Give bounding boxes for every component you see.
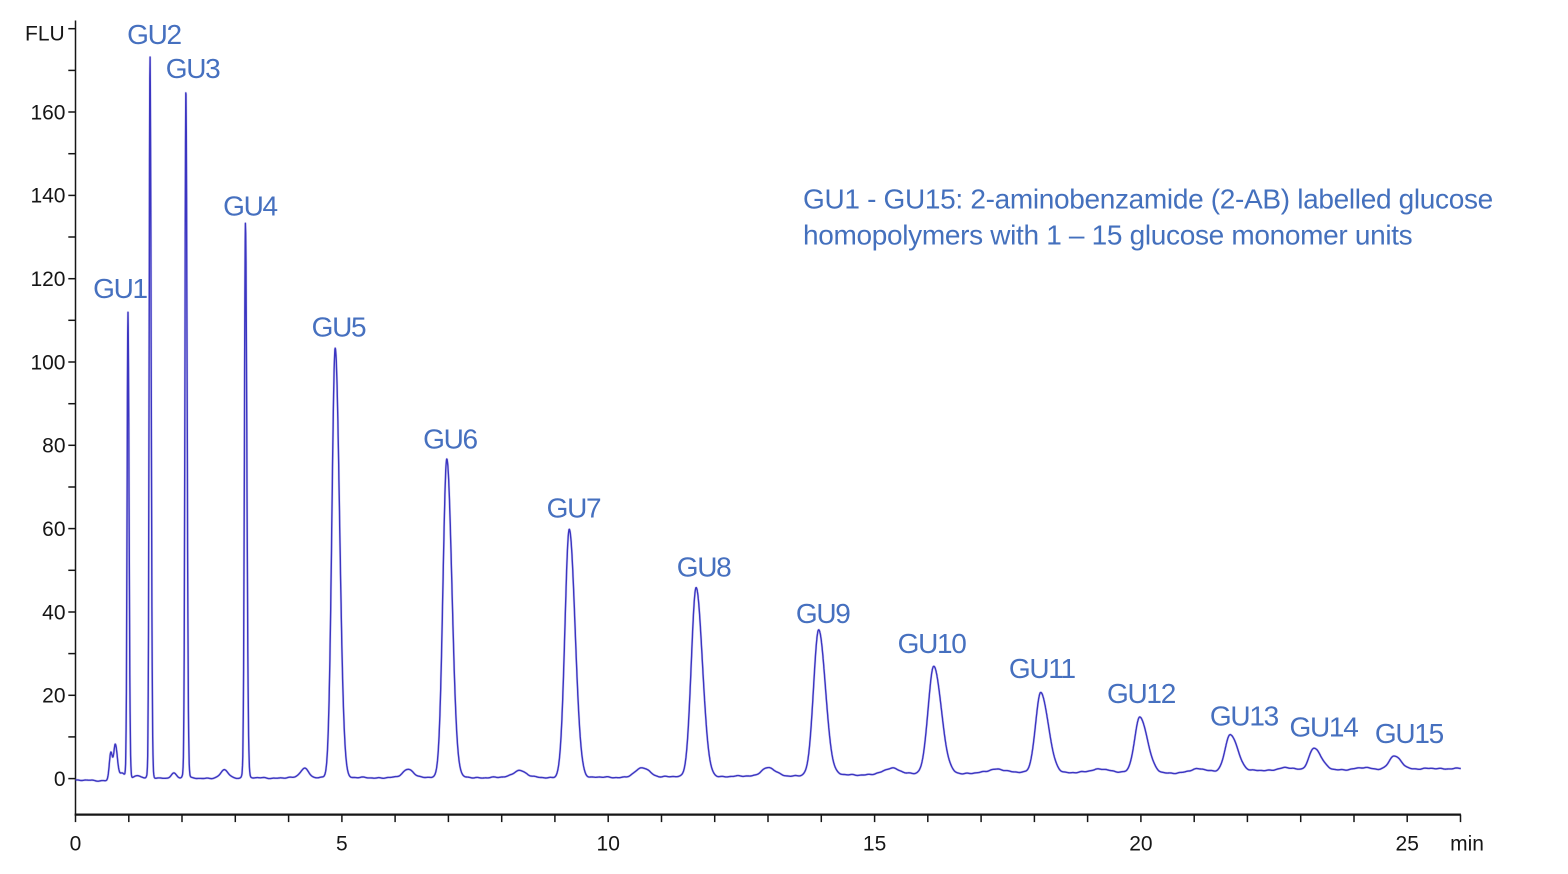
- svg-text:GU8: GU8: [677, 552, 731, 583]
- svg-text:GU12: GU12: [1107, 678, 1176, 709]
- svg-text:80: 80: [42, 435, 65, 458]
- svg-text:FLU: FLU: [25, 23, 65, 46]
- svg-text:25: 25: [1396, 833, 1419, 856]
- svg-text:60: 60: [42, 518, 65, 541]
- svg-text:0: 0: [54, 768, 66, 791]
- svg-text:GU5: GU5: [312, 312, 366, 343]
- svg-text:GU4: GU4: [223, 191, 277, 222]
- svg-text:5: 5: [336, 833, 348, 856]
- svg-text:20: 20: [1129, 833, 1152, 856]
- svg-text:GU2: GU2: [127, 19, 181, 50]
- svg-text:10: 10: [597, 833, 620, 856]
- svg-text:140: 140: [30, 185, 65, 208]
- svg-text:GU3: GU3: [166, 53, 220, 84]
- svg-text:GU1 - GU15: 2-aminobenzamide (: GU1 - GU15: 2-aminobenzamide (2-AB) labe…: [803, 184, 1493, 215]
- svg-text:GU11: GU11: [1009, 653, 1076, 684]
- svg-text:GU15: GU15: [1375, 718, 1444, 749]
- svg-text:GU9: GU9: [796, 598, 850, 629]
- svg-text:GU14: GU14: [1290, 711, 1359, 742]
- svg-text:160: 160: [30, 101, 65, 124]
- svg-text:15: 15: [863, 833, 886, 856]
- svg-text:GU13: GU13: [1210, 700, 1279, 731]
- svg-text:40: 40: [42, 601, 65, 624]
- svg-text:0: 0: [70, 833, 82, 856]
- svg-text:20: 20: [42, 685, 65, 708]
- svg-text:homopolymers with 1 – 15 gluco: homopolymers with 1 – 15 glucose monomer…: [803, 219, 1412, 250]
- svg-text:120: 120: [30, 268, 65, 291]
- svg-text:min: min: [1450, 833, 1484, 856]
- svg-text:GU7: GU7: [547, 492, 601, 523]
- svg-text:GU1: GU1: [93, 273, 147, 304]
- svg-text:GU6: GU6: [423, 424, 477, 455]
- svg-text:GU10: GU10: [898, 628, 967, 659]
- svg-text:100: 100: [30, 351, 65, 374]
